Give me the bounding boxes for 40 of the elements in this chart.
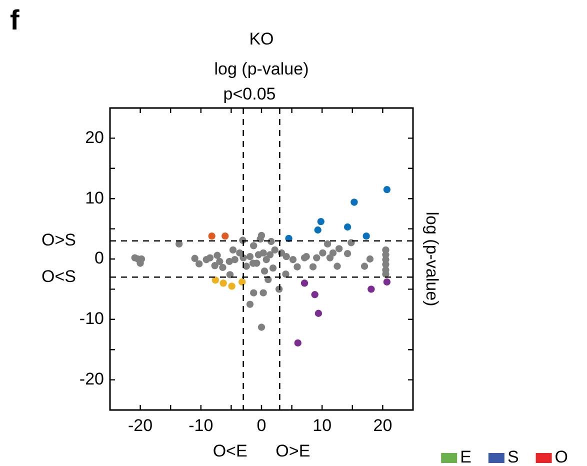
point [220,280,227,287]
ref-line-label: O>S [42,230,76,250]
x-tick-label: -20 [128,416,153,435]
y2-axis-title: log (p-value) [422,212,442,306]
point [368,286,375,293]
point [383,278,391,286]
legend-label: E [460,448,472,466]
point [294,339,302,347]
y-tick-label: -20 [79,369,104,388]
point [314,310,322,317]
point [362,232,370,240]
point [311,291,318,298]
point [300,280,308,287]
point [317,218,324,226]
point [350,198,358,206]
text: p<0.05 [223,84,276,104]
point [212,276,220,284]
x-tick-label: 20 [373,416,392,435]
point [208,232,216,240]
point [228,282,236,290]
chart-subtitle: log (p-value) [214,60,309,79]
x-tick-label: -10 [188,416,214,435]
y-tick-label: 10 [85,188,104,208]
text: f [10,4,20,36]
point [314,226,322,234]
y-tick-label: 0 [94,248,104,268]
ref-line-label: O<E [212,442,248,461]
point [222,232,229,240]
x-tick-label: 0 [256,416,266,435]
ref-line-label: O>E [276,442,310,461]
legend-label: O [554,448,568,466]
y-tick-label: -10 [79,309,104,328]
point [383,186,391,194]
legend-label: S [507,448,519,466]
point [344,223,352,231]
y-tick-label: 20 [85,128,104,147]
x-tick-label: 10 [312,416,332,435]
ref-line-label: O<S [42,266,76,286]
chart-title: KO [249,30,274,49]
point [238,278,246,286]
